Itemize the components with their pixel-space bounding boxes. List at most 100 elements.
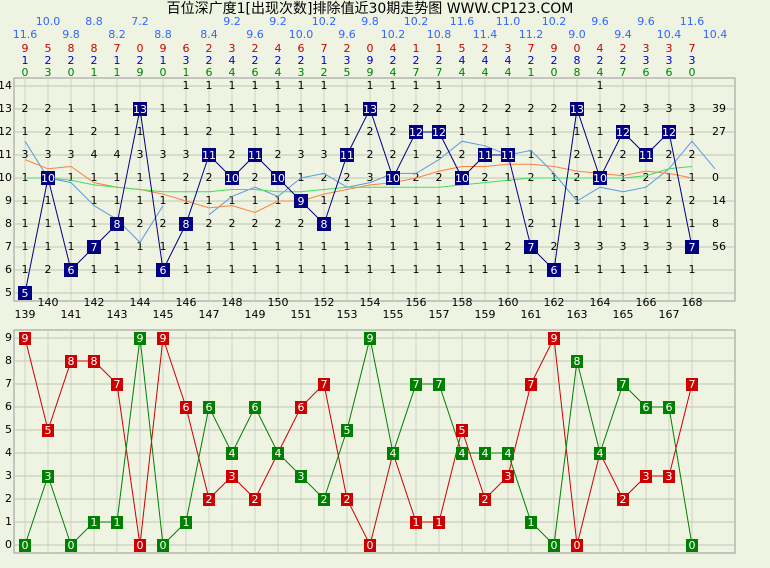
cell-count: 1 bbox=[436, 217, 443, 230]
cell-count: 1 bbox=[551, 194, 558, 207]
digit-label: 1 bbox=[413, 42, 420, 55]
value-box-label: 0 bbox=[367, 539, 374, 552]
cell-count: 1 bbox=[436, 194, 443, 207]
cell-count: 2 bbox=[551, 102, 558, 115]
value-box bbox=[617, 493, 629, 506]
average-label: 10.2 bbox=[312, 15, 337, 28]
value-box bbox=[410, 378, 422, 391]
digit-label: 1 bbox=[183, 66, 190, 79]
cell-count: 1 bbox=[344, 217, 351, 230]
cell-count: 2 bbox=[45, 263, 52, 276]
average-label: 9.4 bbox=[614, 28, 632, 41]
digit-label: 4 bbox=[275, 66, 282, 79]
value-box bbox=[525, 378, 537, 391]
value-box bbox=[387, 447, 399, 460]
cell-count: 1 bbox=[597, 79, 604, 92]
x-tick-label: 162 bbox=[544, 296, 565, 309]
cell-count: 1 bbox=[574, 217, 581, 230]
average-label: 11.6 bbox=[13, 28, 38, 41]
y-tick-label: 8 bbox=[5, 354, 12, 367]
cell-count: 1 bbox=[183, 240, 190, 253]
value-box-label: 7 bbox=[114, 378, 121, 391]
cell-count: 3 bbox=[643, 102, 650, 115]
digit-label: 1 bbox=[321, 54, 328, 67]
cell-count: 1 bbox=[551, 125, 558, 138]
cell-count: 1 bbox=[574, 263, 581, 276]
value-box-label: 2 bbox=[321, 493, 328, 506]
x-tick-label: 167 bbox=[659, 308, 680, 321]
cell-count: 1 bbox=[620, 194, 627, 207]
cell-count: 2 bbox=[436, 148, 443, 161]
digit-label: 3 bbox=[666, 42, 673, 55]
cell-count: 1 bbox=[597, 263, 604, 276]
cell-count: 1 bbox=[643, 194, 650, 207]
trend-line bbox=[25, 166, 693, 193]
cell-count: 1 bbox=[459, 125, 466, 138]
cell-count: 2 bbox=[252, 217, 259, 230]
value-box bbox=[203, 493, 215, 506]
value-box bbox=[593, 171, 607, 185]
x-tick-label: 148 bbox=[222, 296, 243, 309]
cell-count: 1 bbox=[643, 263, 650, 276]
value-box-label: 9 bbox=[367, 332, 374, 345]
x-tick-label: 146 bbox=[176, 296, 197, 309]
cell-count: 1 bbox=[413, 263, 420, 276]
digit-label: 6 bbox=[206, 66, 213, 79]
y-tick-label: 0 bbox=[5, 538, 12, 551]
value-box bbox=[157, 332, 169, 345]
digit-label: 7 bbox=[689, 42, 696, 55]
cell-count: 3 bbox=[137, 148, 144, 161]
value-box bbox=[455, 171, 469, 185]
cell-count: 2 bbox=[160, 217, 167, 230]
x-tick-label: 142 bbox=[84, 296, 105, 309]
y-tick-label: 8 bbox=[5, 217, 12, 230]
value-box bbox=[340, 148, 354, 162]
digit-label: 7 bbox=[321, 42, 328, 55]
digit-label: 7 bbox=[620, 66, 627, 79]
value-box bbox=[180, 401, 192, 414]
digit-label: 3 bbox=[666, 54, 673, 67]
cell-count: 1 bbox=[367, 240, 374, 253]
digit-label: 4 bbox=[390, 42, 397, 55]
cell-count: 1 bbox=[229, 125, 236, 138]
cell-count: 1 bbox=[390, 217, 397, 230]
value-box-label: 3 bbox=[666, 470, 673, 483]
cell-count: 1 bbox=[183, 263, 190, 276]
digit-label: 5 bbox=[45, 42, 52, 55]
cell-count: 1 bbox=[436, 240, 443, 253]
digit-label: 4 bbox=[482, 66, 489, 79]
value-box-label: 3 bbox=[643, 470, 650, 483]
y-tick-label: 4 bbox=[5, 446, 12, 459]
cell-count: 1 bbox=[183, 102, 190, 115]
cell-count: 2 bbox=[413, 102, 420, 115]
cell-count: 1 bbox=[459, 217, 466, 230]
x-tick-label: 164 bbox=[590, 296, 611, 309]
value-box-label: 2 bbox=[620, 493, 627, 506]
value-box-label: 7 bbox=[689, 378, 696, 391]
digit-label: 2 bbox=[298, 54, 305, 67]
cell-count: 1 bbox=[367, 263, 374, 276]
value-box-label: 5 bbox=[22, 287, 29, 300]
cell-count: 1 bbox=[114, 240, 121, 253]
cell-count: 1 bbox=[482, 194, 489, 207]
cell-count: 2 bbox=[482, 171, 489, 184]
x-tick-label: 141 bbox=[61, 308, 82, 321]
cell-count: 2 bbox=[206, 217, 213, 230]
cell-count: 1 bbox=[505, 263, 512, 276]
digit-label: 6 bbox=[252, 66, 259, 79]
x-tick-label: 145 bbox=[153, 308, 174, 321]
value-box bbox=[432, 125, 446, 139]
value-box bbox=[294, 194, 308, 208]
cell-count: 1 bbox=[275, 240, 282, 253]
value-box bbox=[157, 539, 169, 552]
cell-count: 1 bbox=[528, 263, 535, 276]
value-box bbox=[19, 332, 31, 345]
value-box-label: 5 bbox=[45, 424, 52, 437]
value-box-label: 7 bbox=[413, 378, 420, 391]
cell-count: 1 bbox=[206, 79, 213, 92]
value-box bbox=[617, 378, 629, 391]
cell-count: 3 bbox=[22, 148, 29, 161]
cell-count: 2 bbox=[574, 148, 581, 161]
digit-label: 2 bbox=[436, 54, 443, 67]
